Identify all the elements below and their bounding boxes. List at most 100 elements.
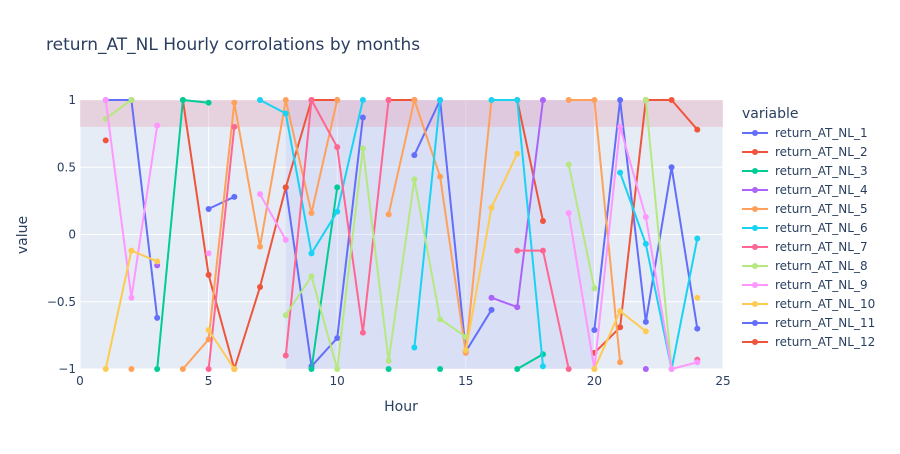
data-point[interactable]	[282, 184, 289, 191]
data-point[interactable]	[539, 97, 546, 103]
data-point[interactable]	[154, 122, 161, 129]
series-return_AT_NL_10[interactable]	[102, 150, 701, 372]
series-line[interactable]	[284, 117, 364, 368]
series-line[interactable]	[516, 99, 544, 222]
data-point[interactable]	[154, 258, 161, 265]
data-point[interactable]	[462, 347, 469, 354]
legend-item[interactable]: return_AT_NL_5	[742, 202, 868, 216]
data-point[interactable]	[308, 209, 315, 216]
data-point[interactable]	[102, 366, 109, 372]
series-line[interactable]	[413, 99, 493, 353]
data-point[interactable]	[617, 324, 624, 331]
data-point[interactable]	[282, 110, 289, 117]
data-point[interactable]	[205, 271, 212, 278]
legend-item[interactable]: return_AT_NL_3	[742, 164, 868, 178]
data-point[interactable]	[334, 366, 341, 372]
legend-item[interactable]: return_AT_NL_1	[742, 126, 868, 140]
legend[interactable]: variable return_AT_NL_1 return_AT_NL_2ret…	[742, 106, 875, 349]
data-point[interactable]	[668, 366, 675, 372]
data-point[interactable]	[642, 318, 649, 325]
data-point[interactable]	[617, 359, 624, 366]
data-point[interactable]	[488, 204, 495, 211]
data-point[interactable]	[642, 97, 649, 103]
series-line[interactable]	[105, 99, 132, 120]
data-point[interactable]	[205, 326, 212, 333]
series-line[interactable]	[207, 329, 236, 370]
series-line[interactable]	[516, 353, 544, 370]
data-point[interactable]	[539, 247, 546, 254]
data-point[interactable]	[488, 294, 495, 301]
data-point[interactable]	[282, 236, 289, 243]
legend-item[interactable]: return_AT_NL_6	[742, 221, 868, 235]
data-point[interactable]	[565, 161, 572, 168]
data-point[interactable]	[694, 325, 701, 332]
data-point[interactable]	[565, 366, 572, 372]
data-point[interactable]	[642, 328, 649, 335]
data-point[interactable]	[231, 99, 238, 106]
data-point[interactable]	[642, 214, 649, 221]
data-point[interactable]	[591, 285, 598, 292]
data-point[interactable]	[205, 336, 212, 343]
series-return_AT_NL_8[interactable]	[102, 97, 675, 372]
data-point[interactable]	[257, 191, 264, 198]
data-point[interactable]	[102, 137, 109, 144]
series-line[interactable]	[284, 147, 467, 370]
legend-item[interactable]: return_AT_NL_10	[742, 297, 875, 311]
data-point[interactable]	[359, 114, 366, 121]
data-point[interactable]	[514, 150, 521, 157]
data-point[interactable]	[694, 235, 701, 242]
data-point[interactable]	[437, 366, 444, 372]
series-line[interactable]	[567, 164, 596, 289]
data-point[interactable]	[385, 97, 392, 103]
data-point[interactable]	[591, 366, 598, 372]
data-point[interactable]	[334, 97, 341, 103]
data-point[interactable]	[179, 366, 186, 372]
data-point[interactable]	[334, 208, 341, 215]
data-point[interactable]	[514, 247, 521, 254]
data-point[interactable]	[694, 126, 701, 133]
data-point[interactable]	[231, 193, 238, 200]
series-line[interactable]	[207, 126, 236, 370]
data-point[interactable]	[128, 366, 135, 372]
data-point[interactable]	[514, 97, 521, 103]
data-point[interactable]	[205, 250, 212, 257]
data-point[interactable]	[308, 250, 315, 257]
legend-item[interactable]: return_AT_NL_12	[742, 335, 875, 349]
series-line[interactable]	[619, 172, 699, 370]
data-point[interactable]	[205, 99, 212, 106]
data-point[interactable]	[488, 97, 495, 103]
data-point[interactable]	[257, 243, 264, 250]
data-point[interactable]	[591, 326, 598, 333]
data-point[interactable]	[334, 335, 341, 342]
data-point[interactable]	[565, 97, 572, 103]
data-point[interactable]	[385, 357, 392, 364]
data-point[interactable]	[437, 173, 444, 180]
data-point[interactable]	[308, 273, 315, 280]
data-point[interactable]	[539, 218, 546, 225]
data-point[interactable]	[565, 209, 572, 216]
data-point[interactable]	[308, 366, 315, 372]
data-point[interactable]	[282, 312, 289, 319]
data-point[interactable]	[617, 308, 624, 315]
data-point[interactable]	[668, 164, 675, 171]
data-point[interactable]	[385, 211, 392, 218]
data-point[interactable]	[308, 97, 315, 103]
legend-item[interactable]: return_AT_NL_8	[742, 259, 868, 273]
data-point[interactable]	[179, 97, 186, 103]
series-return_AT_NL_6[interactable]	[257, 97, 701, 372]
data-point[interactable]	[514, 366, 521, 372]
data-point[interactable]	[257, 97, 264, 103]
series-line[interactable]	[413, 99, 442, 348]
data-point[interactable]	[231, 366, 238, 372]
series-line[interactable]	[644, 99, 673, 370]
series-line[interactable]	[208, 195, 235, 210]
data-point[interactable]	[617, 169, 624, 176]
data-point[interactable]	[205, 205, 212, 212]
series-line[interactable]	[567, 125, 698, 370]
data-point[interactable]	[668, 97, 675, 103]
data-point[interactable]	[334, 144, 341, 151]
series-return_AT_NL_7[interactable]	[205, 97, 701, 372]
data-point[interactable]	[437, 97, 444, 103]
data-point[interactable]	[411, 152, 418, 159]
legend-item[interactable]: return_AT_NL_9	[742, 278, 868, 292]
